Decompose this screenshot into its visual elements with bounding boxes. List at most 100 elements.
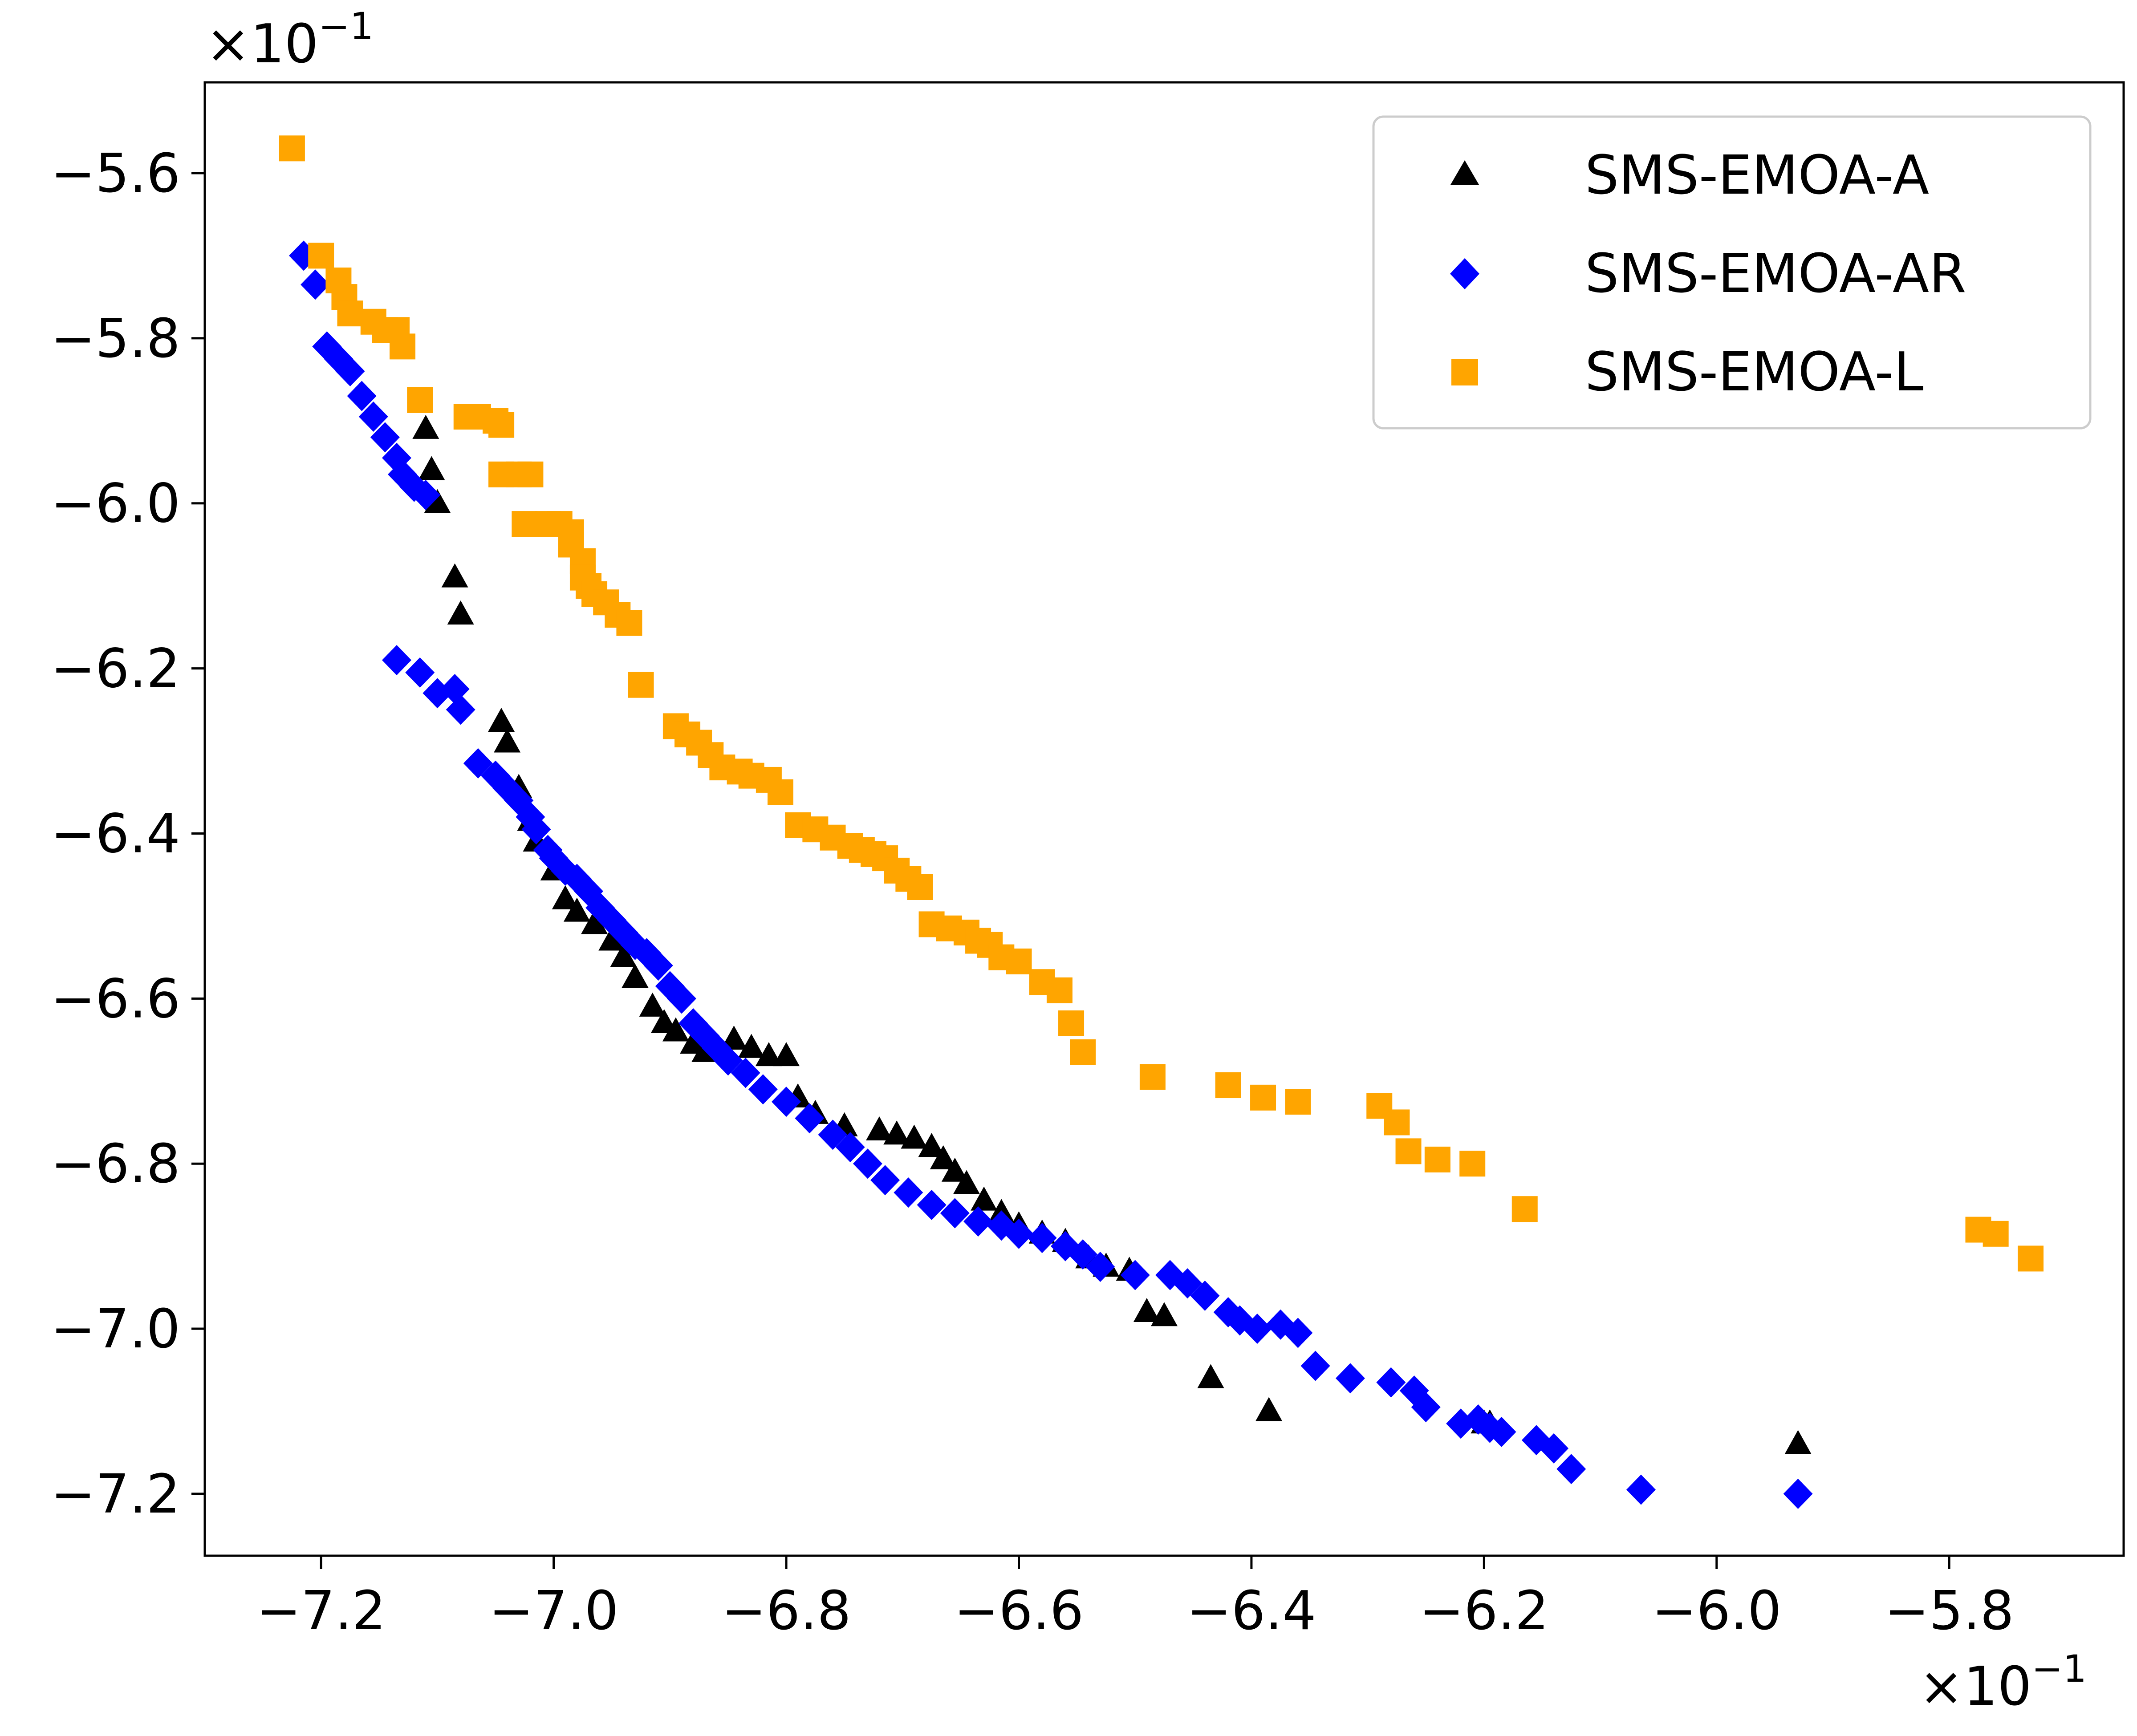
point-sms-emoa-a bbox=[866, 1116, 893, 1141]
point-sms-emoa-l bbox=[1215, 1072, 1241, 1099]
point-sms-emoa-ar bbox=[748, 1074, 778, 1105]
point-sms-emoa-ar bbox=[917, 1189, 947, 1220]
point-sms-emoa-l bbox=[1285, 1089, 1311, 1115]
y-tick-label: −7.2 bbox=[51, 1464, 180, 1525]
y-tick-label: −6.0 bbox=[51, 473, 180, 535]
point-sms-emoa-ar bbox=[1027, 1223, 1057, 1253]
point-sms-emoa-ar bbox=[335, 356, 365, 387]
point-sms-emoa-l bbox=[2018, 1245, 2044, 1272]
point-sms-emoa-l bbox=[1384, 1109, 1410, 1136]
y-tick-label: −6.8 bbox=[51, 1133, 180, 1195]
point-sms-emoa-ar bbox=[1539, 1433, 1569, 1464]
point-sms-emoa-ar bbox=[940, 1198, 970, 1229]
point-sms-emoa-l bbox=[1006, 948, 1032, 974]
legend-marker-sms-emoa-ar bbox=[1450, 258, 1479, 289]
point-sms-emoa-l bbox=[907, 874, 933, 900]
x-tick-label: −5.8 bbox=[1884, 1580, 2014, 1642]
point-sms-emoa-l bbox=[628, 672, 654, 698]
y-tick-label: −6.2 bbox=[51, 638, 180, 700]
point-sms-emoa-ar bbox=[1376, 1367, 1406, 1398]
point-sms-emoa-ar bbox=[1242, 1314, 1272, 1344]
point-sms-emoa-ar bbox=[1068, 1239, 1098, 1270]
point-sms-emoa-l bbox=[1395, 1138, 1422, 1164]
y-tick-label: −5.6 bbox=[51, 143, 180, 205]
point-sms-emoa-ar bbox=[795, 1103, 825, 1134]
point-sms-emoa-a bbox=[424, 489, 451, 513]
point-sms-emoa-l bbox=[308, 243, 334, 269]
point-sms-emoa-ar bbox=[1783, 1478, 1813, 1509]
point-sms-emoa-ar bbox=[1085, 1251, 1115, 1282]
point-sms-emoa-a bbox=[918, 1133, 945, 1157]
x-axis-scale-exponent: −1 bbox=[2031, 1647, 2087, 1691]
point-sms-emoa-l bbox=[337, 300, 363, 327]
point-sms-emoa-a bbox=[622, 963, 649, 988]
point-sms-emoa-a bbox=[662, 1017, 689, 1042]
y-axis-scale-exponent: −1 bbox=[318, 4, 374, 48]
y-tick-label: −5.8 bbox=[51, 308, 180, 370]
point-sms-emoa-ar bbox=[347, 381, 377, 411]
legend-box bbox=[1372, 115, 2092, 430]
point-sms-emoa-a bbox=[1133, 1298, 1160, 1322]
point-sms-emoa-a bbox=[773, 1042, 800, 1067]
y-tick-label: −6.4 bbox=[51, 803, 180, 865]
point-sms-emoa-a bbox=[883, 1120, 910, 1145]
point-sms-emoa-l bbox=[1983, 1221, 2009, 1247]
series-sms-emoa-ar bbox=[289, 240, 1813, 1509]
x-axis-scale-base: ×10 bbox=[1919, 1656, 2031, 1718]
point-sms-emoa-a bbox=[720, 1026, 748, 1050]
y-axis: −5.6 −5.8 −6.0 −6.2 −6.4 −6.6 −6.8 −7.0 −7.2 bbox=[51, 143, 205, 1525]
point-sms-emoa-l bbox=[517, 461, 544, 487]
point-sms-emoa-ar bbox=[463, 748, 493, 779]
point-sms-emoa-ar bbox=[301, 269, 330, 300]
point-sms-emoa-ar bbox=[666, 983, 696, 1014]
point-sms-emoa-a bbox=[755, 1042, 782, 1067]
point-sms-emoa-l bbox=[279, 135, 305, 162]
point-sms-emoa-a bbox=[1197, 1364, 1224, 1388]
point-sms-emoa-ar bbox=[382, 645, 411, 676]
point-sms-emoa-ar bbox=[1487, 1416, 1516, 1447]
point-sms-emoa-ar bbox=[870, 1165, 900, 1196]
point-sms-emoa-l bbox=[1058, 1010, 1085, 1036]
point-sms-emoa-ar bbox=[1300, 1351, 1330, 1381]
point-sms-emoa-ar bbox=[370, 422, 400, 453]
x-tick-label: −6.0 bbox=[1652, 1580, 1781, 1642]
point-sms-emoa-l bbox=[1424, 1146, 1450, 1172]
point-sms-emoa-ar bbox=[643, 950, 673, 981]
point-sms-emoa-ar bbox=[853, 1148, 882, 1179]
point-sms-emoa-a bbox=[930, 1145, 957, 1169]
point-sms-emoa-a bbox=[488, 708, 515, 732]
point-sms-emoa-l bbox=[512, 511, 538, 537]
point-sms-emoa-a bbox=[953, 1170, 980, 1194]
point-sms-emoa-a bbox=[412, 414, 439, 439]
point-sms-emoa-ar bbox=[963, 1206, 993, 1237]
point-sms-emoa-l bbox=[1046, 977, 1073, 1003]
point-sms-emoa-a bbox=[738, 1034, 765, 1058]
point-sms-emoa-l bbox=[1250, 1084, 1276, 1111]
point-sms-emoa-ar bbox=[521, 814, 551, 845]
x-tick-label: −6.6 bbox=[954, 1580, 1084, 1642]
legend-label-sms-emoa-ar: SMS-EMOA-AR bbox=[1585, 243, 1966, 305]
legend-label-sms-emoa-l: SMS-EMOA-L bbox=[1585, 341, 1924, 403]
point-sms-emoa-a bbox=[1784, 1430, 1812, 1454]
point-sms-emoa-ar bbox=[731, 1058, 760, 1088]
point-sms-emoa-a bbox=[971, 1186, 998, 1211]
point-sms-emoa-ar bbox=[835, 1132, 865, 1163]
point-sms-emoa-ar bbox=[1335, 1363, 1365, 1394]
point-sms-emoa-ar bbox=[405, 657, 435, 688]
legend-marker-sms-emoa-l bbox=[1451, 359, 1478, 385]
point-sms-emoa-ar bbox=[1004, 1218, 1034, 1249]
point-sms-emoa-ar bbox=[818, 1119, 848, 1150]
y-tick-label: −7.0 bbox=[51, 1298, 180, 1360]
point-sms-emoa-a bbox=[901, 1124, 928, 1149]
point-sms-emoa-a bbox=[941, 1157, 968, 1182]
point-sms-emoa-ar bbox=[713, 1045, 743, 1076]
point-sms-emoa-ar bbox=[1411, 1392, 1441, 1423]
point-sms-emoa-a bbox=[563, 897, 590, 922]
point-sms-emoa-a bbox=[447, 600, 474, 625]
legend-marker-sms-emoa-a bbox=[1450, 160, 1479, 185]
point-sms-emoa-a bbox=[610, 943, 637, 967]
x-axis-scale-multiplier: ×10−1 bbox=[1919, 1647, 2087, 1718]
x-axis: −7.2 −7.0 −6.8 −6.6 −6.4 −6.2 −6.0 −5.8 bbox=[256, 1556, 2014, 1642]
point-sms-emoa-l bbox=[488, 412, 515, 438]
